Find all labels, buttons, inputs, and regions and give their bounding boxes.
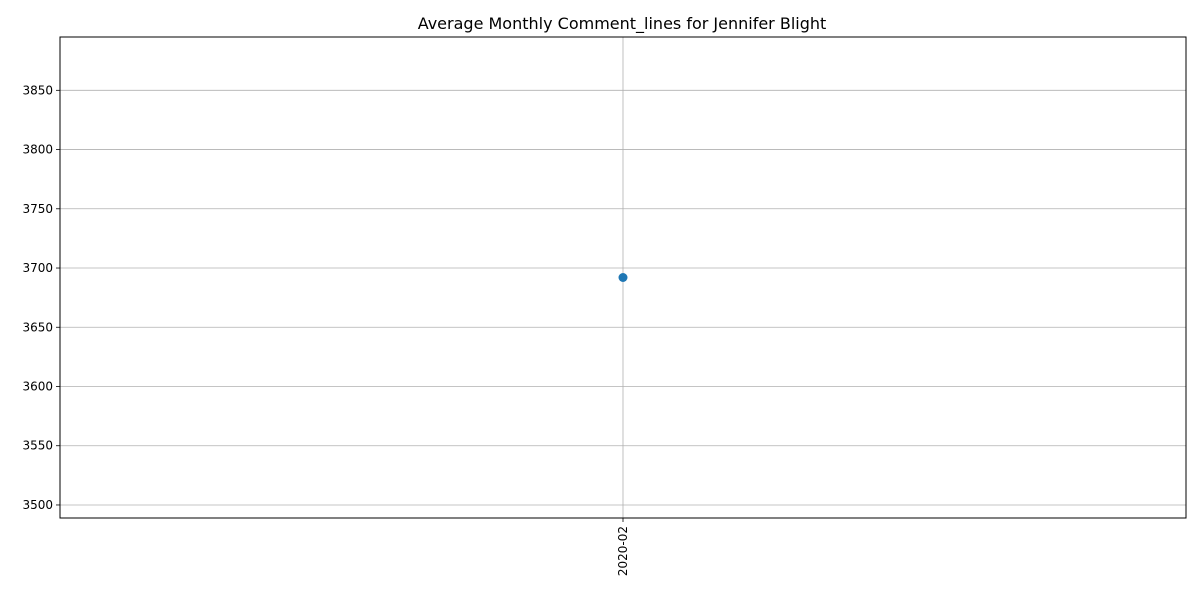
y-tick-label: 3650 — [22, 320, 53, 334]
y-tick-label: 3700 — [22, 261, 53, 275]
y-tick-label: 3600 — [22, 379, 53, 393]
y-tick-label: 3750 — [22, 202, 53, 216]
y-axis: 3500 3550 3600 3650 3700 3750 3800 3850 — [22, 83, 60, 512]
data-point — [618, 273, 628, 282]
grid-lines — [60, 37, 1186, 518]
y-tick-label: 3500 — [22, 498, 53, 512]
y-tick-label: 3550 — [22, 439, 53, 453]
data-series — [618, 273, 628, 282]
x-axis: 2020-02 — [616, 518, 630, 576]
chart-title: Average Monthly Comment_lines for Jennif… — [418, 14, 827, 34]
y-tick-label: 3800 — [22, 143, 53, 157]
x-tick-label: 2020-02 — [616, 526, 630, 576]
y-tick-label: 3850 — [22, 83, 53, 97]
